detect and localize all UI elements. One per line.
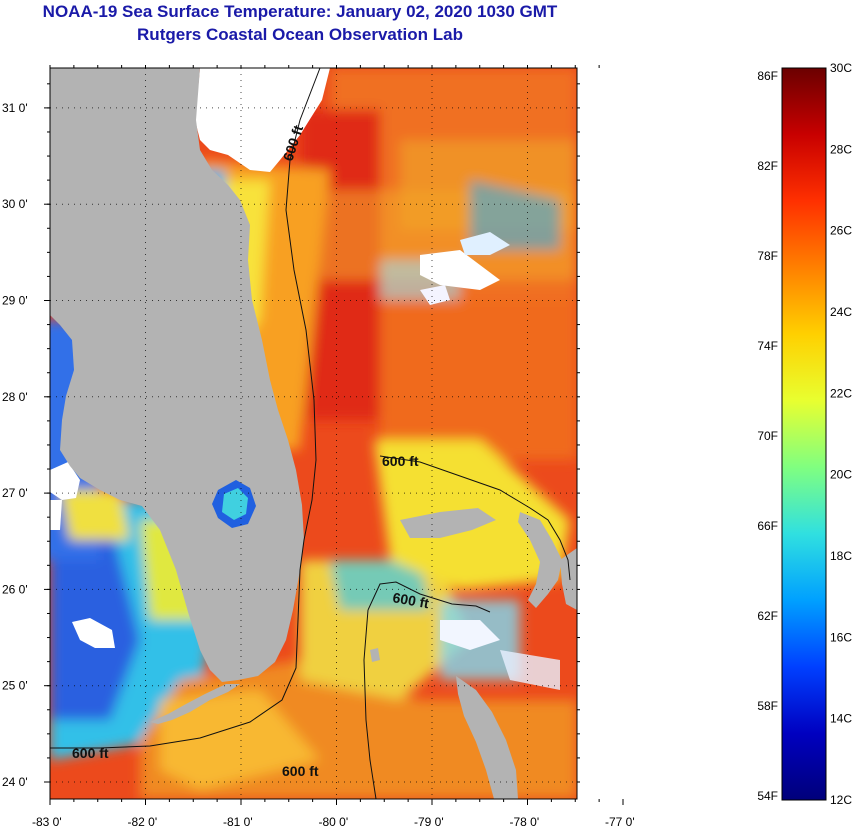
grand-bahama-land	[400, 508, 496, 538]
lon-tick-label: -81 0'	[223, 815, 253, 829]
contour-600ft-bahamas-south	[367, 581, 491, 613]
colorbar-celsius-labels: 30C 28C 26C 24C 22C 20C 18C 16C 14C 12C	[830, 61, 852, 807]
colorbar-f-label: 54F	[757, 789, 778, 803]
contour-600ft-florida	[50, 68, 321, 749]
eleuthera-land	[560, 548, 577, 610]
lat-tick-label: 26 0'	[2, 582, 28, 596]
lat-tick-label: 31 0'	[2, 101, 28, 115]
map-area: 600 ft 600 ft 600 ft 600 ft 600 ft	[50, 68, 577, 799]
colorbar-f-label: 62F	[757, 609, 778, 623]
colorbar-f-label: 74F	[757, 339, 778, 353]
colorbar-c-label: 18C	[830, 549, 852, 563]
contour-600ft-bahamas-north	[379, 455, 571, 581]
colorbar-c-label: 12C	[830, 793, 852, 807]
land-masses	[50, 68, 577, 799]
keys-land	[150, 684, 240, 724]
axis-ticks	[44, 65, 624, 805]
latitude-labels: 31 0' 30 0' 29 0' 28 0' 27 0' 26 0' 25 0' 24 0'	[2, 101, 28, 789]
lon-tick-label: -78 0'	[510, 815, 540, 829]
contour-600ft-cay-sal	[363, 609, 377, 799]
colorbar	[781, 67, 827, 801]
colorbar-c-label: 30C	[830, 61, 852, 75]
abaco-land	[518, 512, 562, 608]
cloud-areas	[50, 68, 560, 690]
colorbar-f-label: 58F	[757, 699, 778, 713]
bimini-land	[370, 648, 380, 662]
colorbar-c-label: 20C	[830, 468, 852, 482]
andros-land	[456, 676, 518, 799]
colorbar-c-label: 24C	[830, 305, 852, 319]
colorbar-c-label: 14C	[830, 712, 852, 726]
lon-tick-label: -83 0'	[32, 815, 62, 829]
lon-tick-label: -80 0'	[319, 815, 349, 829]
florida-land	[50, 68, 304, 682]
colorbar-f-label: 82F	[757, 159, 778, 173]
contour-label: 600 ft	[282, 763, 319, 779]
colorbar-f-label: 78F	[757, 249, 778, 263]
chart-subtitle: Rutgers Coastal Ocean Observation Lab	[137, 25, 463, 44]
contour-label: 600 ft	[72, 745, 109, 761]
longitude-labels: -83 0' -82 0' -81 0' -80 0' -79 0' -78 0' -77 …	[32, 815, 635, 829]
lat-tick-label: 28 0'	[2, 390, 28, 404]
colorbar-fahrenheit-labels: 86F 82F 78F 74F 70F 66F 62F 58F 54F	[757, 69, 778, 803]
colorbar-f-label: 66F	[757, 519, 778, 533]
depth-contours	[50, 68, 571, 799]
colorbar-c-label: 22C	[830, 386, 852, 400]
map-frame	[49, 67, 578, 800]
lon-tick-label: -79 0'	[414, 815, 444, 829]
sst-field	[50, 68, 577, 799]
lat-tick-label: 29 0'	[2, 294, 28, 308]
lat-tick-label: 30 0'	[2, 197, 28, 211]
colorbar-c-label: 16C	[830, 630, 852, 644]
contour-label: 600 ft	[382, 453, 419, 469]
colorbar-f-label: 86F	[757, 69, 778, 83]
chart-title: NOAA-19 Sea Surface Temperature: January…	[42, 2, 558, 21]
lon-tick-label: -77 0'	[605, 815, 635, 829]
lat-tick-label: 24 0'	[2, 775, 28, 789]
lat-tick-label: 25 0'	[2, 679, 28, 693]
contour-label: 600 ft	[391, 589, 430, 611]
colorbar-c-label: 28C	[830, 142, 852, 156]
colorbar-c-label: 26C	[830, 224, 852, 238]
colorbar-f-label: 70F	[757, 429, 778, 443]
lat-tick-label: 27 0'	[2, 486, 28, 500]
lon-tick-label: -82 0'	[128, 815, 158, 829]
